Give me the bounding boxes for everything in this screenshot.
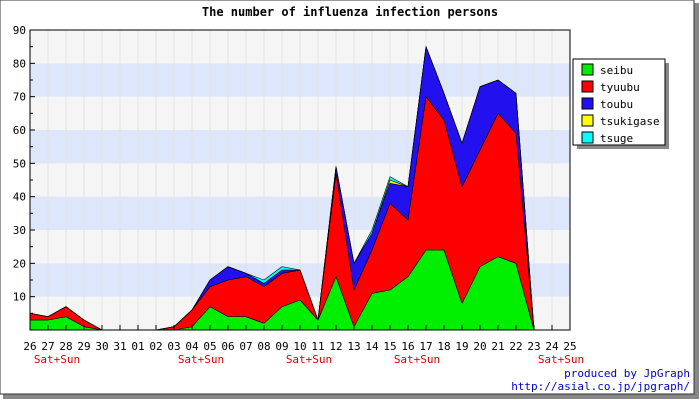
y-tick-label: 30 [13,224,26,237]
x-tick-label: 25 [563,340,576,353]
legend-swatch-seibu [581,63,594,76]
x-tick-label: 20 [473,340,486,353]
weekend-label: Sat+Sun [538,353,584,366]
legend-swatch-tsuge [581,131,594,144]
x-tick-label: 18 [437,340,450,353]
x-tick-label: 31 [113,340,126,353]
x-tick-label: 26 [23,340,36,353]
legend-label-tsukigase: tsukigase [600,115,660,128]
legend-label-tyuubu: tyuubu [600,81,640,94]
x-tick-label: 02 [149,340,162,353]
x-tick-label: 27 [41,340,54,353]
x-tick-label: 10 [293,340,306,353]
x-tick-label: 04 [185,340,199,353]
legend-label-tsuge: tsuge [600,132,633,145]
legend-swatch-toubu [581,97,594,110]
x-tick-label: 11 [311,340,324,353]
x-tick-label: 15 [383,340,396,353]
y-tick-label: 90 [13,24,26,37]
chart-title: The number of influenza infection person… [202,5,498,19]
x-tick-label: 01 [131,340,144,353]
x-tick-label: 30 [95,340,108,353]
x-tick-label: 08 [257,340,270,353]
x-tick-label: 16 [401,340,414,353]
legend-label-toubu: toubu [600,98,633,111]
x-tick-label: 28 [59,340,72,353]
x-tick-label: 22 [509,340,522,353]
y-tick-label: 80 [13,57,26,70]
weekend-label: Sat+Sun [286,353,332,366]
credit-line-2[interactable]: http://asial.co.jp/jpgraph/ [511,380,690,393]
x-tick-label: 13 [347,340,360,353]
y-tick-label: 40 [13,191,26,204]
x-tick-label: 05 [203,340,216,353]
x-tick-label: 07 [239,340,252,353]
y-tick-label: 10 [13,291,26,304]
weekend-label: Sat+Sun [34,353,80,366]
x-tick-label: 24 [545,340,559,353]
legend-swatch-tyuubu [581,80,594,93]
y-tick-label: 60 [13,124,26,137]
y-tick-label: 50 [13,157,26,170]
x-tick-label: 23 [527,340,540,353]
x-tick-label: 12 [329,340,342,353]
legend-label-seibu: seibu [600,64,633,77]
x-tick-label: 06 [221,340,234,353]
x-tick-label: 19 [455,340,468,353]
y-tick-label: 70 [13,91,26,104]
weekend-label: Sat+Sun [394,353,440,366]
x-tick-label: 17 [419,340,432,353]
weekend-label: Sat+Sun [178,353,224,366]
credit-line-1: produced by JpGraph [564,367,690,380]
x-tick-label: 14 [365,340,379,353]
x-axis: 26 27 28 29 30 31 01 02 03 04 05 06 07 08 09 10 11 12 13 14… [23,325,584,366]
legend-swatch-tsukigase [581,114,594,127]
legend: seibu tyuubu toubu tsukigase tsuge [572,58,669,149]
x-tick-label: 21 [491,340,504,353]
x-tick-label: 03 [167,340,180,353]
y-axis: 10 20 30 40 50 60 70 80 90 [13,24,35,331]
x-tick-label: 29 [77,340,90,353]
y-tick-label: 20 [13,257,26,270]
x-tick-label: 09 [275,340,288,353]
